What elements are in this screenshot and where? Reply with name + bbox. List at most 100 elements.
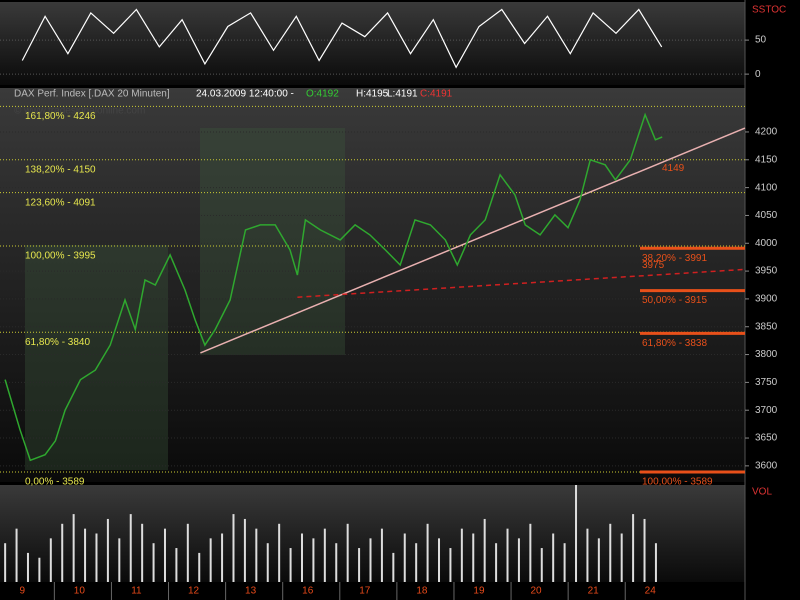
volume-bar [152,543,155,582]
header-low: L:4191 [387,89,418,100]
retracement-label: 38,20% - 3991 [642,253,707,264]
volume-bar [483,518,486,582]
volume-bar [529,523,532,582]
retracement-label: 50,00% - 3915 [642,295,707,306]
volume-bar [163,528,166,582]
sstoc-line [21,8,663,69]
volume-bar [278,523,281,582]
fib-label: 161,80% - 4246 [25,111,96,122]
volume-bar [575,485,578,582]
y-tick-label: 3900 [755,294,778,305]
y-tick-label: 3750 [755,377,778,388]
volume-bar [632,514,635,582]
volume-bar [84,528,87,582]
volume-bar [426,523,429,582]
volume-bar [563,543,566,582]
volume-bar [15,528,18,582]
y-tick-label: 3700 [755,405,778,416]
volume-bar [597,538,600,582]
header-open: O:4192 [306,89,339,100]
x-tick-label: 9 [19,586,25,597]
fib-label: 138,20% - 4150 [25,164,96,175]
zone [25,245,168,470]
volume-bar [232,514,235,582]
x-tick-label: 21 [588,586,600,597]
volume-bar [129,514,132,582]
price-panel [0,88,745,482]
header-datetime: 24.03.2009 12:40:00 - [196,89,294,100]
header-high: H:4195 [356,89,389,100]
volume-bar [38,557,41,582]
volume-bar [49,538,52,582]
trendline [200,127,746,354]
volume-bar [209,538,212,582]
volume-bar [472,533,475,582]
x-tick-label: 16 [302,586,314,597]
x-tick-label: 24 [645,586,657,597]
x-tick-label: 20 [530,586,542,597]
price-line [4,112,663,462]
fib-label: 100,00% - 3995 [25,251,96,262]
volume-bar [540,548,543,582]
x-tick-label: 13 [245,586,257,597]
volume-bar [346,523,349,582]
volume-bar [438,538,441,582]
volume-bar [221,533,224,582]
fib-label: 123,60% - 4091 [25,197,96,208]
header-close: C:4191 [420,89,453,100]
y-tick-label: 50 [755,35,767,46]
volume-bar [141,523,144,582]
y-tick-label: 3650 [755,433,778,444]
volume-bar [335,543,338,582]
y-tick-label: 0 [755,69,761,80]
y-tick-label: 3950 [755,266,778,277]
zone [200,128,345,355]
x-tick-label: 10 [74,586,86,597]
y-tick-label: 3600 [755,461,778,472]
header-title: DAX Perf. Index [.DAX 20 Minuten] [14,89,170,100]
annotation: 3975 [642,260,665,271]
volume-bar [586,528,589,582]
retracement-label: 100,00% - 3589 [642,477,713,488]
y-tick-label: 4000 [755,238,778,249]
x-tick-label: 19 [473,586,485,597]
volume-bar [517,538,520,582]
dashed-line [297,268,746,298]
fib-label: 0,00% - 3589 [25,477,85,488]
volume-bar [300,533,303,582]
volume-bar [289,548,292,582]
y-tick-label: 4200 [755,127,778,138]
y-tick-label: 3850 [755,321,778,332]
volume-bar [449,548,452,582]
volume-bar [26,552,29,582]
volume-bar [186,523,189,582]
sstoc-panel [0,2,745,85]
watermark: © www.tradesignalonline.com [14,106,145,117]
y-tick-label: 4050 [755,210,778,221]
x-tick-label: 18 [416,586,428,597]
volume-bar [323,528,326,582]
y-tick-label: 4150 [755,154,778,165]
annotation: 4149 [662,163,685,174]
volume-bar [72,514,75,582]
x-tick-label: 11 [131,586,142,597]
y-tick-label: 4100 [755,182,778,193]
volume-bar [643,518,646,582]
volume-bar [106,518,109,582]
y-tick-label: 3800 [755,349,778,360]
volume-bar [654,543,657,582]
volume-bar [61,523,64,582]
x-tick-label: 17 [359,586,371,597]
volume-bar [609,523,612,582]
volume-bar [620,533,623,582]
volume-bar [95,533,98,582]
volume-bar [369,538,372,582]
vol-label: VOL [752,487,772,498]
retracement-label: 61,80% - 3838 [642,338,707,349]
volume-bar [266,543,269,582]
sstoc-label: SSTOC [752,5,786,16]
volume-bar [175,548,178,582]
volume-bar [255,528,258,582]
volume-bar [415,543,418,582]
